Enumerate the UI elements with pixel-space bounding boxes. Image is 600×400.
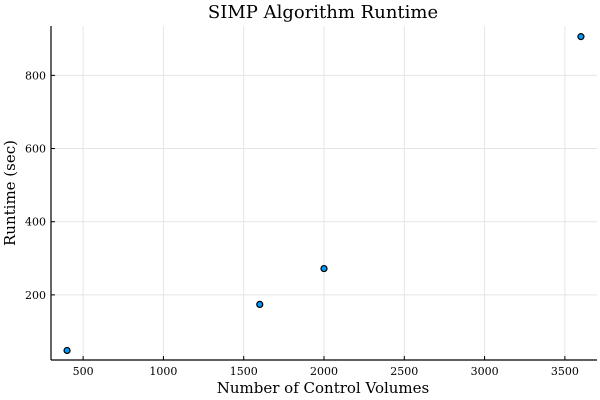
grid-lines — [51, 26, 597, 360]
data-point — [256, 300, 264, 308]
chart-title: SIMP Algorithm Runtime — [208, 2, 438, 23]
x-tick-label: 3000 — [471, 365, 499, 378]
x-tick-label: 500 — [73, 365, 94, 378]
y-tick-label: 400 — [25, 216, 46, 229]
y-axis-label: Runtime (sec) — [1, 140, 19, 246]
y-tick-label: 200 — [25, 289, 46, 302]
x-axis-label: Number of Control Volumes — [217, 379, 429, 397]
data-point — [320, 264, 328, 273]
data-point — [63, 346, 71, 355]
x-tick-label: 2500 — [390, 365, 418, 378]
y-tick-label: 600 — [25, 143, 46, 156]
x-tick-label: 1000 — [149, 365, 177, 378]
x-tick-label: 2000 — [310, 365, 338, 378]
data-points — [63, 33, 585, 355]
tick-labels: 500 1000 1500 2000 2500 3000 3500 200 400 600 800 — [25, 69, 579, 378]
x-tick-label: 3500 — [551, 365, 579, 378]
y-tick-label: 800 — [25, 69, 46, 82]
axes — [50, 26, 597, 361]
data-point — [577, 33, 585, 41]
x-tick-label: 1500 — [230, 365, 258, 378]
